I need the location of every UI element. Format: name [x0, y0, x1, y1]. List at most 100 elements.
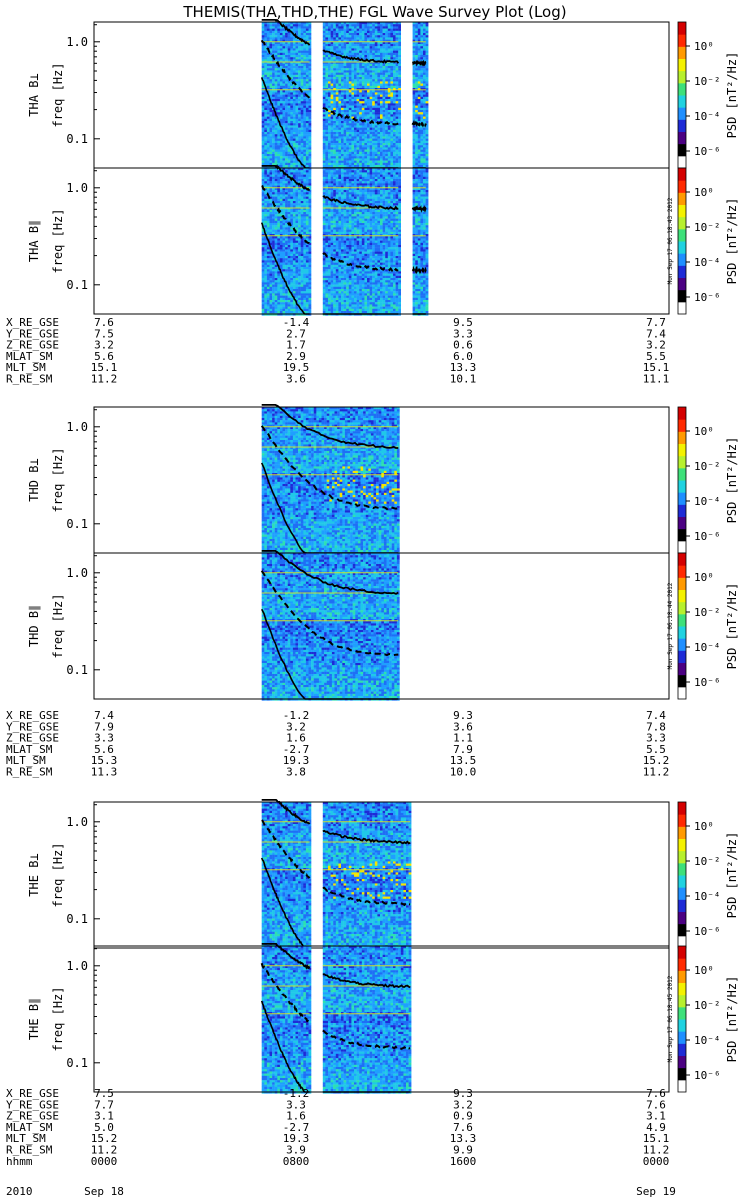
colorbar-tick-label: 10⁻² [694, 855, 721, 868]
colorbar-segment [678, 419, 686, 432]
colorbar-segment [678, 34, 686, 47]
spectrogram-data-block [262, 944, 312, 1094]
colorbar-segment [678, 83, 686, 96]
colorbar-segment [678, 192, 686, 205]
colorbar-segment [678, 663, 686, 676]
ytick-label: 0.1 [66, 1056, 88, 1070]
colorbar-segment [678, 504, 686, 517]
panel-component-label: THA B∥ [27, 220, 41, 262]
colorbar-tick-label: 10⁻² [694, 606, 721, 619]
ylabel: freq [Hz] [51, 986, 65, 1051]
colorbar-segment [678, 22, 686, 35]
ytick-label: 0.1 [66, 132, 88, 146]
colorbar-tick-label: 10⁻⁶ [694, 676, 721, 689]
colorbar-segment [678, 468, 686, 481]
colorbar-tick-label: 10⁰ [694, 425, 714, 438]
ephemeris-value: 0000 [643, 1155, 670, 1168]
colorbar-tick-label: 10⁻² [694, 75, 721, 88]
spectrogram-data-block [262, 800, 312, 950]
colorbar-tick-label: 10⁻² [694, 221, 721, 234]
colorbar-segment [678, 1080, 686, 1093]
ephemeris-value: 11.2 [91, 373, 118, 386]
colorbar-segment [678, 1007, 686, 1020]
colorbar-segment [678, 875, 686, 888]
colorbar-segment [678, 924, 686, 937]
colorbar-tick-label: 10⁰ [694, 186, 714, 199]
spectrogram-data-block [262, 20, 312, 170]
colorbar-segment [678, 431, 686, 444]
colorbar-segment [678, 638, 686, 651]
colorbar-segment [678, 541, 686, 554]
end-date-label: Sep 19 [636, 1185, 676, 1198]
ephemeris-value: 0000 [91, 1155, 118, 1168]
overlay-curve [413, 269, 426, 271]
ytick-label: 0.1 [66, 517, 88, 531]
colorbar-segment [678, 480, 686, 493]
colorbar-segment [678, 205, 686, 218]
colorbar-segment [678, 168, 686, 181]
ytick-label: 0.1 [66, 278, 88, 292]
ylabel: freq [Hz] [51, 447, 65, 512]
ytick-label: 1.0 [66, 420, 88, 434]
ephemeris-value: 10.0 [450, 766, 477, 779]
colorbar-segment [678, 444, 686, 457]
colorbar-label: PSD [nT²/Hz] [725, 583, 739, 670]
spectrogram-data-block [262, 551, 400, 701]
timestamp-stamp: Mon Sep 17 06:18:45 2012 [667, 975, 674, 1062]
colorbar-tick-label: 10⁰ [694, 40, 714, 53]
colorbar-segment [678, 1031, 686, 1044]
colorbar-segment [678, 675, 686, 688]
colorbar-segment [678, 180, 686, 193]
colorbar-label: PSD [nT²/Hz] [725, 832, 739, 919]
ephemeris-value: 10.1 [450, 373, 477, 386]
colorbar-segment [678, 1019, 686, 1032]
colorbar-label: PSD [nT²/Hz] [725, 437, 739, 524]
colorbar-segment [678, 144, 686, 157]
colorbar-segment [678, 229, 686, 242]
colorbar-segment [678, 946, 686, 959]
colorbar-segment [678, 107, 686, 120]
ylabel: freq [Hz] [51, 593, 65, 658]
overlay-curve [413, 62, 426, 64]
colorbar-segment [678, 626, 686, 639]
colorbar-segment [678, 687, 686, 700]
ytick-label: 1.0 [66, 566, 88, 580]
colorbar-segment [678, 456, 686, 469]
colorbar-segment [678, 1068, 686, 1081]
colorbar-tick-label: 10⁻⁴ [694, 1034, 721, 1047]
spectrogram-data-block [262, 166, 312, 316]
colorbar-segment [678, 590, 686, 603]
colorbar-segment [678, 995, 686, 1008]
ephemeris-tha: X_RE_GSE 7.6 -1.4 9.5 7.7Y_RE_GSE 7.5 2.7 3.3 7.… [6, 316, 669, 386]
colorbar-segment [678, 517, 686, 530]
colorbar-segment [678, 887, 686, 900]
colorbar-tick-label: 10⁻⁴ [694, 256, 721, 269]
colorbar-segment [678, 983, 686, 996]
colorbar-segment [678, 278, 686, 291]
ephemeris-row-label: hhmm [6, 1155, 33, 1168]
colorbar-segment [678, 553, 686, 566]
colorbar-segment [678, 529, 686, 542]
ephemeris-value: 1600 [450, 1155, 477, 1168]
ephemeris-value: 3.6 [286, 373, 306, 386]
colorbar-segment [678, 407, 686, 420]
ytick-label: 1.0 [66, 959, 88, 973]
ephemeris-value: 3.8 [286, 766, 306, 779]
ylabel: freq [Hz] [51, 208, 65, 273]
panel-component-label: THA B⊥ [27, 73, 41, 116]
ephemeris-row-label: R_RE_SM [6, 766, 53, 779]
plot-title: THEMIS(THA,THD,THE) FGL Wave Survey Plot… [182, 3, 566, 21]
colorbar-segment [678, 492, 686, 505]
colorbar-tick-label: 10⁻⁶ [694, 1069, 721, 1082]
colorbar-segment [678, 119, 686, 132]
year-label: 2010 [6, 1185, 33, 1198]
colorbar-segment [678, 217, 686, 230]
colorbar-tick-label: 10⁻⁴ [694, 110, 721, 123]
